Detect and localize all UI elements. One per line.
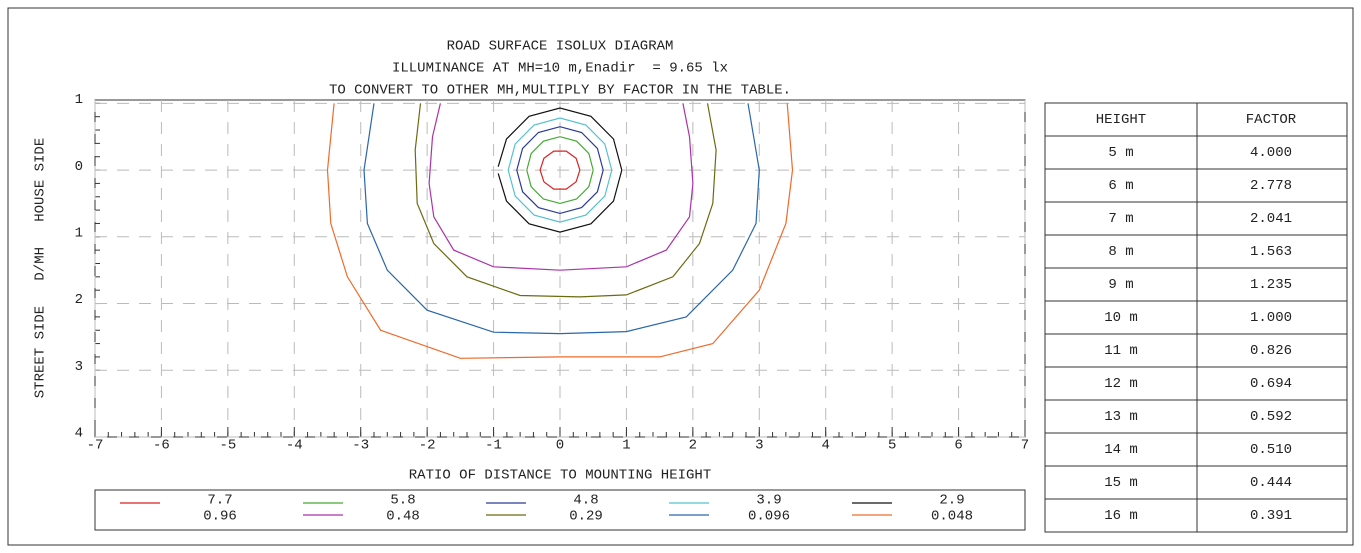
x-tick-label: 0 [556,438,564,454]
x-tick-label: -1 [485,438,502,454]
isolux-line [516,126,604,215]
legend-label: 7.7 [207,493,232,509]
legend-box [94,489,1026,531]
x-tick-label: -7 [87,438,104,454]
isolux-line [539,150,581,190]
legend-label: 3.9 [756,493,781,509]
legend-label: 2.9 [939,493,964,509]
isolux-line [428,103,694,271]
x-tick-label: 1 [622,438,630,454]
table-cell: 16 m [1104,508,1138,524]
x-tick-label: 6 [954,438,962,454]
title-line: TO CONVERT TO OTHER MH,MULTIPLY BY FACTO… [329,83,791,99]
x-tick-label: -2 [419,438,436,454]
table-cell: 14 m [1104,442,1138,458]
x-tick-label: 2 [689,438,697,454]
table-cell: 2.041 [1250,211,1292,227]
legend-label: 4.8 [573,493,598,509]
legend-label: 5.8 [390,493,415,509]
table-cell: 5 m [1108,145,1133,161]
isolux-line [414,103,717,298]
isolux-line [507,117,613,223]
y-tick-label: 1 [75,92,83,108]
x-tick-label: 4 [822,438,830,454]
table-cell: 11 m [1104,343,1138,359]
title-line: ROAD SURFACE ISOLUX DIAGRAM [447,39,674,55]
table-cell: 6 m [1108,178,1133,194]
x-tick-label: 3 [755,438,763,454]
table-header: HEIGHT [1096,112,1146,128]
table-cell: 0.826 [1250,343,1292,359]
table-cell: 8 m [1108,244,1133,260]
outer-border [7,7,1354,546]
x-tick-label: 7 [1021,438,1029,454]
x-tick-label: -5 [219,438,236,454]
table-frame [1044,102,1348,533]
x-tick-label: -4 [286,438,303,454]
table-cell: 2.778 [1250,178,1292,194]
x-axis-label: RATIO OF DISTANCE TO MOUNTING HEIGHT [409,468,711,484]
table-cell: 10 m [1104,310,1138,326]
y-tick-label: 0 [75,159,83,175]
y-axis-label: STREET SIDE D/MH HOUSE SIDE [33,138,49,398]
x-tick-label: -3 [352,438,369,454]
table-cell: 1.563 [1250,244,1292,260]
isolux-line [497,107,623,233]
table-cell: 0.694 [1250,376,1292,392]
x-tick-label: 5 [888,438,896,454]
table-cell: 4.000 [1250,145,1292,161]
table-cell: 0.391 [1250,508,1292,524]
y-tick-label: 1 [75,226,83,242]
table-cell: 0.510 [1250,442,1292,458]
legend-label: 0.29 [569,509,603,525]
title-line: ILLUMINANCE AT MH=10 m,Enadir = 9.65 lx [392,61,728,77]
isolux-line [326,103,794,359]
table-cell: 12 m [1104,376,1138,392]
legend-label: 0.96 [203,509,237,525]
table-cell: 0.592 [1250,409,1292,425]
y-tick-label: 4 [75,426,83,442]
legend-label: 0.096 [748,509,790,525]
table-cell: 1.235 [1250,277,1292,293]
table-cell: 9 m [1108,277,1133,293]
legend-label: 0.048 [931,509,973,525]
isolux-line [363,103,760,335]
y-tick-label: 2 [75,292,83,308]
table-cell: 0.444 [1250,475,1292,491]
y-tick-label: 3 [75,359,83,375]
table-header: FACTOR [1246,112,1297,128]
table-cell: 1.000 [1250,310,1292,326]
x-tick-label: -6 [153,438,170,454]
table-cell: 7 m [1108,211,1133,227]
isolux-line [526,136,594,205]
legend-label: 0.48 [386,509,420,525]
table-cell: 13 m [1104,409,1138,425]
table-cell: 15 m [1104,475,1138,491]
